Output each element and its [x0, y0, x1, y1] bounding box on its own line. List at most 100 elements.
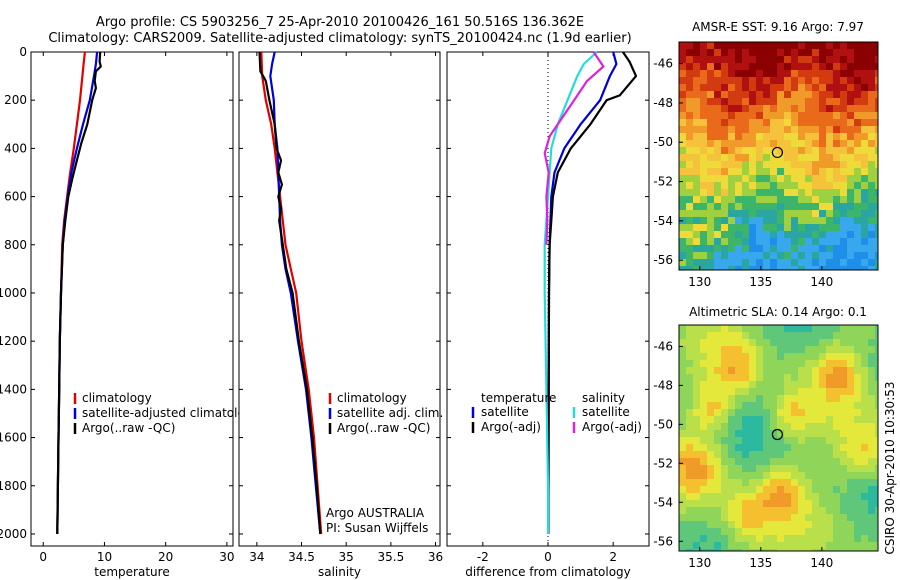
sla-cell	[784, 402, 791, 409]
sst-cell	[770, 175, 777, 182]
sst-cell	[721, 252, 728, 259]
sst-cell	[777, 49, 784, 56]
sst-cell	[700, 84, 707, 91]
sst-cell	[721, 182, 728, 189]
sla-cell	[700, 332, 707, 339]
sst-cell	[833, 245, 840, 252]
sla-cell	[749, 430, 756, 437]
sst-cell	[833, 42, 840, 49]
sst-cell	[693, 189, 700, 196]
sla-cell	[868, 360, 875, 367]
sla-cell	[868, 535, 875, 542]
sst-cell	[861, 147, 868, 154]
sla-cell	[833, 472, 840, 479]
sst-cell	[770, 182, 777, 189]
sla-cell	[833, 416, 840, 423]
sst-cell	[791, 77, 798, 84]
sst-cell	[679, 112, 686, 119]
sla-cell	[875, 521, 878, 528]
sst-cell	[749, 56, 756, 63]
sst-cell	[826, 105, 833, 112]
sst-cell	[742, 77, 749, 84]
sst-cell	[784, 252, 791, 259]
x-tick-label: 0	[544, 550, 552, 564]
sst-cell	[700, 126, 707, 133]
sla-cell	[686, 500, 693, 507]
sst-cell	[686, 42, 693, 49]
sla-cell	[861, 521, 868, 528]
sla-cell	[686, 430, 693, 437]
sla-cell	[777, 346, 784, 353]
sla-cell	[791, 381, 798, 388]
sla-cell	[742, 430, 749, 437]
sla-cell	[784, 458, 791, 465]
sst-cell	[798, 266, 805, 270]
sla-cell	[749, 507, 756, 514]
sla-cell	[798, 493, 805, 500]
sla-cell	[777, 493, 784, 500]
sst-cell	[693, 112, 700, 119]
sla-cell	[742, 507, 749, 514]
sst-cell	[854, 168, 861, 175]
sst-cell	[784, 238, 791, 245]
sst-cell	[868, 119, 875, 126]
sst-cell	[735, 245, 742, 252]
sst-cell	[742, 231, 749, 238]
sla-cell	[812, 528, 819, 535]
sst-cell	[777, 224, 784, 231]
sst-cell	[714, 133, 721, 140]
sla-cell	[798, 374, 805, 381]
sst-cell	[847, 91, 854, 98]
sst-cell	[728, 84, 735, 91]
sla-cell	[693, 479, 700, 486]
sst-cell	[791, 175, 798, 182]
sst-cell	[735, 112, 742, 119]
sla-cell	[728, 423, 735, 430]
sst-cell	[777, 98, 784, 105]
sla-cell	[742, 332, 749, 339]
sla-cell	[805, 542, 812, 549]
sst-cell	[693, 105, 700, 112]
sla-cell	[721, 542, 728, 549]
sla-cell	[770, 360, 777, 367]
sla-cell	[833, 444, 840, 451]
sst-cell	[798, 259, 805, 266]
sla-cell	[805, 402, 812, 409]
sst-cell	[742, 42, 749, 49]
sst-cell	[833, 252, 840, 259]
sla-cell	[721, 367, 728, 374]
sla-cell	[861, 500, 868, 507]
sst-cell	[819, 259, 826, 266]
sst-cell	[693, 98, 700, 105]
sla-cell	[700, 437, 707, 444]
sla-cell	[798, 388, 805, 395]
sla-cell	[847, 479, 854, 486]
sst-cell	[770, 210, 777, 217]
sst-cell	[847, 63, 854, 70]
sst-cell	[707, 203, 714, 210]
sla-cell	[798, 549, 805, 551]
sst-cell	[686, 203, 693, 210]
profile-plots: 0 10 20 30temperature0200400600800100012001…	[0, 45, 650, 579]
sla-cell	[756, 402, 763, 409]
sst-cell	[700, 161, 707, 168]
sst-cell	[707, 252, 714, 259]
sst-cell	[686, 266, 693, 270]
sla-cell	[854, 444, 861, 451]
sla-cell	[742, 514, 749, 521]
sst-cell	[742, 126, 749, 133]
sst-cell	[679, 147, 686, 154]
sst-cell	[784, 119, 791, 126]
sla-cell	[686, 437, 693, 444]
sla-cell	[721, 332, 728, 339]
sla-cell	[728, 332, 735, 339]
sst-cell	[819, 119, 826, 126]
sst-cell	[721, 140, 728, 147]
sla-cell	[819, 521, 826, 528]
sst-cell	[819, 70, 826, 77]
sla-cell	[791, 528, 798, 535]
sst-cell	[707, 175, 714, 182]
sst-cell	[728, 91, 735, 98]
sst-cell	[728, 119, 735, 126]
sst-cell	[854, 98, 861, 105]
